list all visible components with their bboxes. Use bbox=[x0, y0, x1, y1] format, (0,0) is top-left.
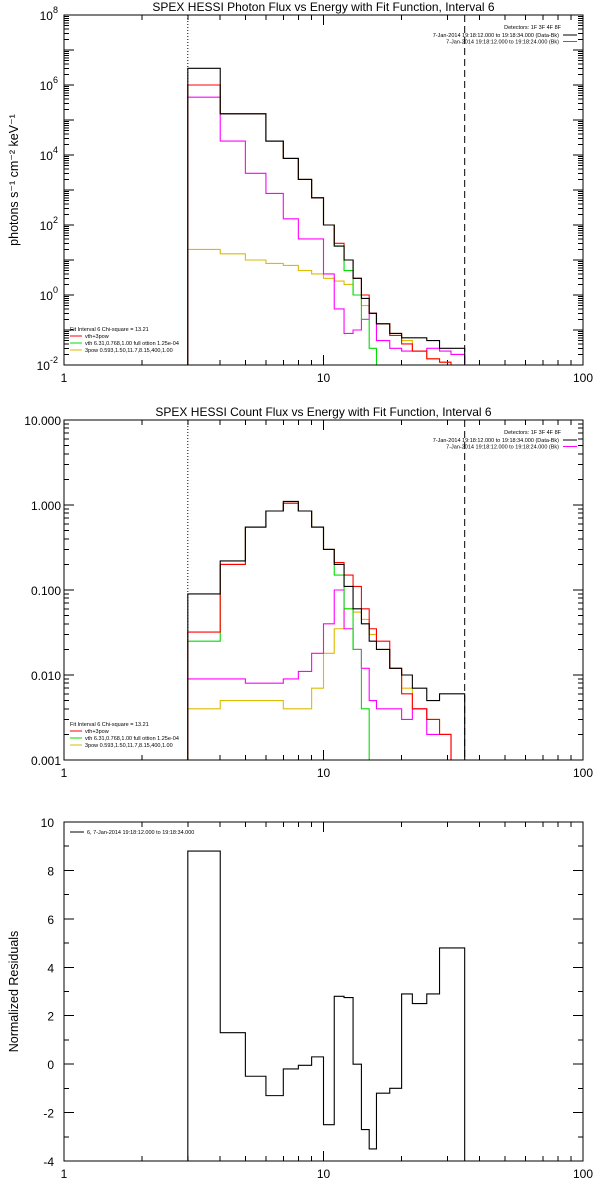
series-group bbox=[187, 67, 466, 365]
chart-title: SPEX HESSI Count Flux vs Energy with Fit… bbox=[155, 405, 491, 419]
x-tick-label: 100 bbox=[573, 766, 593, 780]
y-tick-label: 10.000 bbox=[24, 414, 61, 428]
legend-header: Detectors: 1F 3F 4F 8F bbox=[504, 25, 561, 31]
y-tick-label: 6 bbox=[47, 913, 54, 927]
y-tick-label: 10 bbox=[41, 816, 55, 830]
series-bk bbox=[187, 96, 466, 365]
legend-entry-label: 3pow 0.593,1.50,11.7,8.15,400,1.00 bbox=[85, 743, 173, 749]
y-tick-label: 108 bbox=[40, 5, 58, 23]
y-tick-base: 10 bbox=[40, 219, 54, 233]
y-tick-exponent: -2 bbox=[50, 355, 58, 365]
y-tick-base: 10 bbox=[40, 79, 54, 93]
plot-frame bbox=[63, 821, 584, 1162]
legend-header: Fit Interval 6 Chi-square = 13.21 bbox=[70, 327, 149, 333]
x-tick-label: 100 bbox=[573, 1167, 593, 1181]
plot-frame bbox=[63, 14, 584, 366]
y-tick-label: 102 bbox=[40, 215, 58, 233]
series-vth bbox=[187, 84, 466, 365]
y-tick-label: 2 bbox=[47, 1010, 54, 1024]
legend-entry-label: 7-Jan-2014 19:18:12.000 to 19:18:24.000 … bbox=[446, 445, 559, 451]
y-tick-label: -4 bbox=[43, 1155, 54, 1169]
plot-frame bbox=[63, 419, 584, 761]
y-tick-base: 10 bbox=[40, 149, 54, 163]
legend-entry-label: 6, 7-Jan-2014 19:18:12.000 to 19:18:34.0… bbox=[87, 830, 194, 836]
x-tick-label: 1 bbox=[61, 766, 68, 780]
y-tick-base: 10 bbox=[37, 359, 51, 373]
legend-entry-label: 7-Jan-2014 19:18:12.000 to 19:18:34.000 … bbox=[433, 33, 559, 39]
y-tick-label: 1.000 bbox=[31, 499, 61, 513]
y-tick-exponent: 8 bbox=[53, 5, 58, 15]
y-axis-label: photons s⁻¹ cm⁻² keV⁻¹ bbox=[7, 114, 21, 246]
x-tick-label: 1 bbox=[61, 371, 68, 385]
y-tick-label: -2 bbox=[43, 1107, 54, 1121]
x-tick-label: 10 bbox=[317, 766, 331, 780]
series-data-bk bbox=[187, 500, 466, 760]
chart-title: SPEX HESSI Photon Flux vs Energy with Fi… bbox=[152, 0, 494, 14]
series-3pow bbox=[187, 608, 465, 760]
y-tick-label: 8 bbox=[47, 864, 54, 878]
y-tick-exponent: 2 bbox=[53, 215, 58, 225]
legend-entry-label: 7-Jan-2014 19:18:12.000 to 19:18:24.000 … bbox=[446, 40, 559, 46]
series-vth-3pow bbox=[187, 502, 465, 760]
series-data-bk bbox=[187, 67, 466, 365]
y-tick-label: 10-2 bbox=[37, 355, 58, 373]
y-tick-label: 100 bbox=[40, 285, 58, 303]
x-tick-label: 1 bbox=[61, 1167, 68, 1181]
y-tick-label: 0.001 bbox=[31, 754, 61, 768]
residuals-panel: 1 10 100 -4 -2 0 2 4 6 8 10 Normalized Residuals 6, … bbox=[7, 816, 593, 1181]
photon-flux-panel: SPEX HESSI Photon Flux vs Energy with Fi… bbox=[7, 0, 593, 385]
legend-entry-label: 7-Jan-2014 19:18:12.000 to 19:18:34.000 … bbox=[433, 438, 559, 444]
y-tick-label: 4 bbox=[47, 961, 54, 975]
y-tick-exponent: 0 bbox=[53, 285, 58, 295]
series-group bbox=[187, 500, 466, 760]
y-axis-label: Normalized Residuals bbox=[7, 931, 21, 1053]
legend-header: Fit Interval 6 Chi-square = 13.21 bbox=[70, 722, 149, 728]
series-residuals bbox=[187, 850, 466, 1161]
legend-header: Detectors: 1F 3F 4F 8F bbox=[504, 430, 561, 436]
series-3pow bbox=[187, 248, 465, 365]
legend-entry-label: vth 6.31,0.768,1.00 full ottion 1.25e-04 bbox=[85, 736, 179, 742]
x-tick-label: 100 bbox=[573, 371, 593, 385]
legend-entry-label: vth+3pow bbox=[85, 334, 109, 340]
series-group bbox=[187, 850, 466, 1161]
y-tick-exponent: 6 bbox=[53, 75, 58, 85]
y-tick-base: 10 bbox=[40, 9, 54, 23]
x-tick-label: 10 bbox=[317, 371, 331, 385]
legend-entry-label: vth+3pow bbox=[85, 729, 109, 735]
y-tick-label: 0.100 bbox=[31, 584, 61, 598]
x-tick-label: 10 bbox=[317, 1167, 331, 1181]
y-tick-base: 10 bbox=[40, 289, 54, 303]
series-vth bbox=[187, 502, 466, 760]
y-tick-label: 106 bbox=[40, 75, 58, 93]
y-tick-label: 0.010 bbox=[31, 669, 61, 683]
y-tick-label: 0 bbox=[47, 1058, 54, 1072]
legend-entry-label: 3pow 0.593,1.50,11.7,8.15,400,1.00 bbox=[85, 348, 173, 354]
legend-entry-label: vth 6.31,0.768,1.00 full ottion 1.25e-04 bbox=[85, 341, 179, 347]
y-tick-exponent: 4 bbox=[53, 145, 58, 155]
series-bk bbox=[187, 589, 465, 760]
count-flux-panel: SPEX HESSI Count Flux vs Energy with Fit… bbox=[24, 405, 593, 780]
y-tick-label: 104 bbox=[40, 145, 58, 163]
